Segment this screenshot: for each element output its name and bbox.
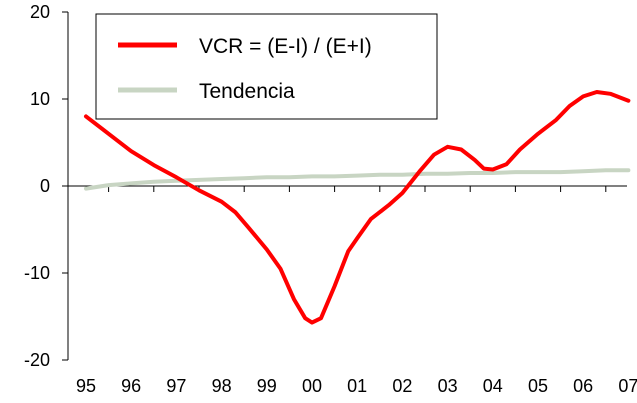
series-line-vcr: [84, 90, 631, 325]
y-tick-label: 10: [30, 89, 50, 109]
x-tick-label: 99: [257, 376, 277, 396]
legend-label-tendencia: Tendencia: [199, 80, 295, 103]
x-tick-label: 01: [347, 376, 367, 396]
x-tick-label: 05: [528, 376, 548, 396]
y-tick-label: -20: [24, 350, 50, 370]
legend-label-vcr: VCR = (E-I) / (E+I): [199, 35, 372, 58]
x-tick-label: 06: [573, 376, 593, 396]
series-line-tendencia: [84, 168, 631, 191]
x-tick-label: 07: [618, 376, 637, 396]
x-tick-label: 96: [121, 376, 141, 396]
y-tick-label: 20: [30, 2, 50, 22]
series-layer: [84, 90, 631, 325]
x-tick-label: 03: [438, 376, 458, 396]
legend-box: [95, 13, 438, 120]
x-tick-label: 00: [302, 376, 322, 396]
legend: VCR = (E-I) / (E+I) Tendencia: [95, 13, 438, 120]
x-tick-label: 95: [76, 376, 96, 396]
axes: 20 10 0 -10 -20 95 96 97 98 99 00 01 02 03 04 05 06 07: [24, 2, 637, 396]
y-tick-label: -10: [24, 263, 50, 283]
y-tick-label: 0: [40, 176, 50, 196]
x-tick-label: 98: [212, 376, 232, 396]
x-tick-label: 97: [166, 376, 186, 396]
x-tick-label: 04: [483, 376, 503, 396]
x-tick-label: 02: [392, 376, 412, 396]
